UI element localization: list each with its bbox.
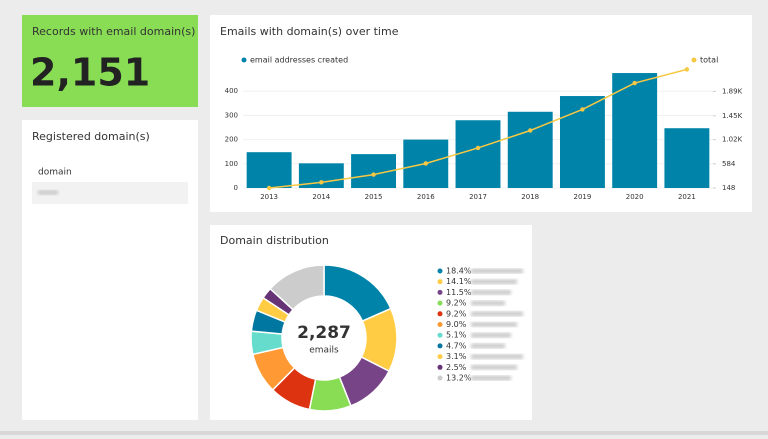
legend-marker: [437, 322, 443, 327]
legend-label: 5.1%: [446, 331, 467, 340]
blurred-domain: [471, 364, 517, 370]
domains-title: Registered domain(s): [32, 130, 150, 143]
bar: [612, 73, 658, 188]
y2-tick-label: 584: [722, 160, 736, 168]
legend-marker: [437, 279, 443, 285]
x-tick-label: 2014: [312, 193, 330, 201]
legend-marker: [437, 354, 443, 360]
donut-title: Domain distribution: [220, 234, 329, 247]
legend-label: 18.4%: [446, 267, 472, 276]
blurred-domain: [471, 322, 517, 327]
legend-marker: [437, 289, 443, 295]
y-tick-label: 400: [225, 87, 238, 95]
domains-column: domain: [38, 168, 72, 178]
blurred-domain: [471, 375, 511, 381]
y2-tick-label: 1.45K: [722, 112, 743, 120]
blurred-domain: [471, 354, 523, 360]
y-tick-label: 200: [225, 136, 238, 144]
x-tick-label: 2021: [678, 193, 696, 201]
legend-marker: [691, 57, 697, 63]
legend-marker: [437, 300, 443, 306]
domains-card: [22, 120, 198, 420]
x-tick-label: 2013: [260, 193, 278, 201]
legend-label: 14.1%: [446, 277, 472, 286]
y-tick-label: 300: [225, 111, 238, 119]
legend-marker: [437, 375, 443, 381]
legend-marker: [437, 268, 443, 274]
legend-label: 9.0%: [446, 320, 467, 329]
x-tick-label: 2019: [574, 193, 592, 201]
legend-marker: [437, 311, 443, 317]
kpi-card: [22, 15, 198, 107]
legend-label: total: [700, 56, 718, 65]
y2-tick-label: 1.89K: [722, 87, 743, 95]
bar: [507, 111, 553, 188]
blurred-domain: [471, 300, 505, 306]
blurred-domain: [471, 343, 505, 349]
legend-label: 13.2%: [446, 374, 472, 383]
blurred-domain: [471, 311, 523, 317]
blurred-domain: [471, 279, 517, 285]
y2-tick-label: 1.02K: [722, 136, 743, 144]
total-point: [423, 161, 428, 166]
blurred-domain: [471, 332, 511, 338]
total-point: [580, 107, 585, 112]
legend-label: 4.7%: [446, 341, 467, 350]
donut-center-value: 2,287: [297, 323, 351, 343]
x-tick-label: 2015: [365, 193, 383, 201]
total-point: [528, 128, 533, 133]
total-point: [371, 172, 376, 177]
bar: [246, 152, 292, 188]
legend-marker: [437, 364, 443, 370]
y-tick-label: 100: [225, 160, 238, 168]
x-tick-label: 2018: [521, 193, 539, 201]
total-point: [684, 67, 690, 72]
y-tick-label: 0: [234, 184, 238, 192]
legend-marker: [241, 57, 247, 63]
bar: [455, 120, 501, 188]
x-tick-label: 2016: [417, 193, 435, 201]
total-point: [319, 180, 324, 185]
legend-label: 3.1%: [446, 352, 467, 361]
donut-slice: [269, 264, 325, 311]
kpi-value: 2,151: [30, 51, 150, 95]
legend-label: email addresses created: [250, 56, 348, 65]
x-tick-label: 2017: [469, 193, 487, 201]
domains-row: [32, 182, 188, 204]
legend-label: 2.5%: [446, 363, 467, 372]
x-tick-label: 2020: [626, 193, 644, 201]
blurred-domain: [471, 289, 511, 295]
bar: [664, 128, 710, 188]
legend-label: 11.5%: [446, 288, 472, 297]
total-point: [632, 80, 637, 86]
bottom-bar: [0, 431, 768, 435]
y2-tick-label: 148: [722, 184, 735, 192]
kpi-title: Records with email domain(s): [32, 25, 195, 38]
total-point: [266, 185, 272, 191]
total-point: [475, 145, 481, 151]
donut-center-label: emails: [309, 346, 339, 356]
legend-marker: [437, 343, 443, 349]
legend-marker: [437, 332, 443, 338]
bar-title: Emails with domain(s) over time: [220, 25, 399, 38]
blurred-domain: [471, 268, 523, 274]
blurred-domain: [38, 190, 58, 195]
legend-label: 9.2%: [446, 309, 467, 318]
legend-label: 9.2%: [446, 299, 467, 308]
